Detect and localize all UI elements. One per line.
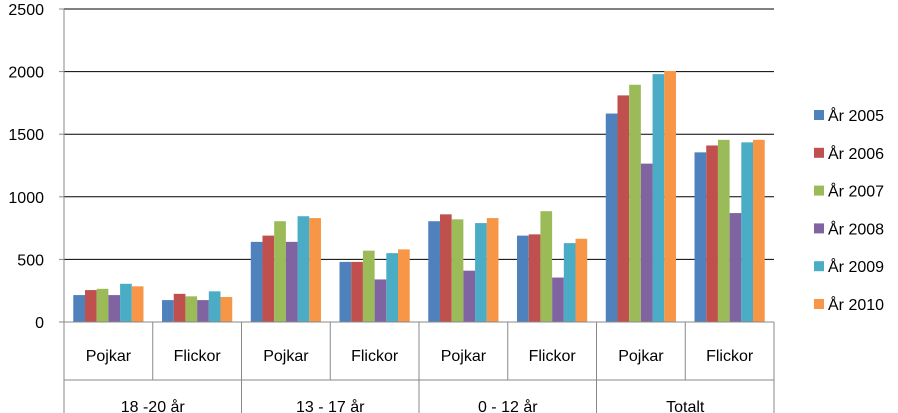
legend-label: År 2006 xyxy=(828,144,884,163)
bar xyxy=(451,219,464,322)
bar xyxy=(208,291,221,322)
x-category-label: Pojkar xyxy=(86,348,132,365)
bar xyxy=(517,235,529,322)
legend-swatch xyxy=(814,223,824,234)
bar xyxy=(197,300,209,322)
bar xyxy=(741,142,754,322)
bar xyxy=(339,261,352,322)
bar xyxy=(652,74,665,322)
bar xyxy=(120,283,132,322)
bar xyxy=(486,218,499,322)
bar xyxy=(362,250,375,322)
legend-swatch xyxy=(814,299,824,309)
x-axis-labels: Pojkar Flickor Pojkar Flickor Pojkar Flickor P… xyxy=(86,348,754,413)
axes xyxy=(59,8,775,413)
bar xyxy=(274,221,286,322)
x-category-label: Pojkar xyxy=(441,348,487,365)
x-category-label: Flickor xyxy=(706,348,754,365)
x-group-label: 18 -20 år xyxy=(121,398,186,413)
legend-label: År 2009 xyxy=(828,257,884,276)
bar xyxy=(694,152,707,322)
y-tick-label: 1500 xyxy=(8,127,44,144)
bar xyxy=(220,296,233,322)
legend-label: År 2005 xyxy=(828,106,884,125)
legend-swatch xyxy=(814,185,824,196)
bar xyxy=(374,279,387,322)
x-category-label: Flickor xyxy=(174,348,222,365)
bar xyxy=(162,300,174,322)
bar xyxy=(729,213,742,322)
x-group-label: Totalt xyxy=(666,399,705,413)
y-tick-label: 0 xyxy=(35,315,44,332)
bar xyxy=(84,290,97,322)
bar xyxy=(297,216,310,322)
x-category-label: Pojkar xyxy=(263,348,309,365)
bar xyxy=(552,277,564,322)
bar xyxy=(250,241,263,322)
x-group-label: 13 - 17 år xyxy=(296,398,365,413)
legend-swatch xyxy=(814,147,824,158)
y-tick-label: 2000 xyxy=(8,65,44,82)
bar xyxy=(617,95,630,322)
legend: År 2005 År 2006 År 2007 År 2008 År 2009 År 20… xyxy=(814,106,884,314)
bar xyxy=(131,286,144,322)
bar xyxy=(563,243,576,322)
bar xyxy=(629,84,641,322)
bar xyxy=(475,223,487,322)
legend-label: År 2010 xyxy=(828,295,884,314)
bar xyxy=(664,70,676,322)
bar xyxy=(73,295,85,322)
bar xyxy=(262,235,275,322)
bar xyxy=(108,295,121,322)
x-group-label: 0 - 12 år xyxy=(478,398,538,413)
x-category-label: Flickor xyxy=(351,348,399,365)
bar xyxy=(185,296,198,322)
y-tick-label: 2500 xyxy=(8,2,44,19)
legend-label: År 2008 xyxy=(828,219,884,238)
x-category-label: Pojkar xyxy=(618,348,664,365)
bar xyxy=(717,139,730,322)
bar xyxy=(351,261,363,322)
bar xyxy=(439,214,452,322)
y-tick-label: 500 xyxy=(17,252,44,269)
bar xyxy=(540,211,553,322)
bar xyxy=(309,218,321,322)
legend-swatch xyxy=(814,110,824,120)
y-tick-label: 1000 xyxy=(8,190,44,207)
legend-label: År 2007 xyxy=(828,182,884,201)
bar xyxy=(96,288,109,322)
bar xyxy=(463,270,476,322)
bar xyxy=(575,238,588,322)
bar xyxy=(528,234,541,322)
bar xyxy=(386,253,399,322)
y-axis-tick-labels: 0 500 1000 1500 2000 2500 xyxy=(8,2,44,332)
bars xyxy=(73,70,765,322)
bar xyxy=(285,241,298,322)
bar xyxy=(428,221,440,322)
bar xyxy=(605,113,618,322)
legend-swatch xyxy=(814,261,824,272)
bar xyxy=(640,163,653,322)
bar xyxy=(398,249,410,322)
bar xyxy=(173,293,186,322)
x-category-label: Flickor xyxy=(529,348,577,365)
bar xyxy=(706,145,718,322)
bar xyxy=(753,139,765,322)
